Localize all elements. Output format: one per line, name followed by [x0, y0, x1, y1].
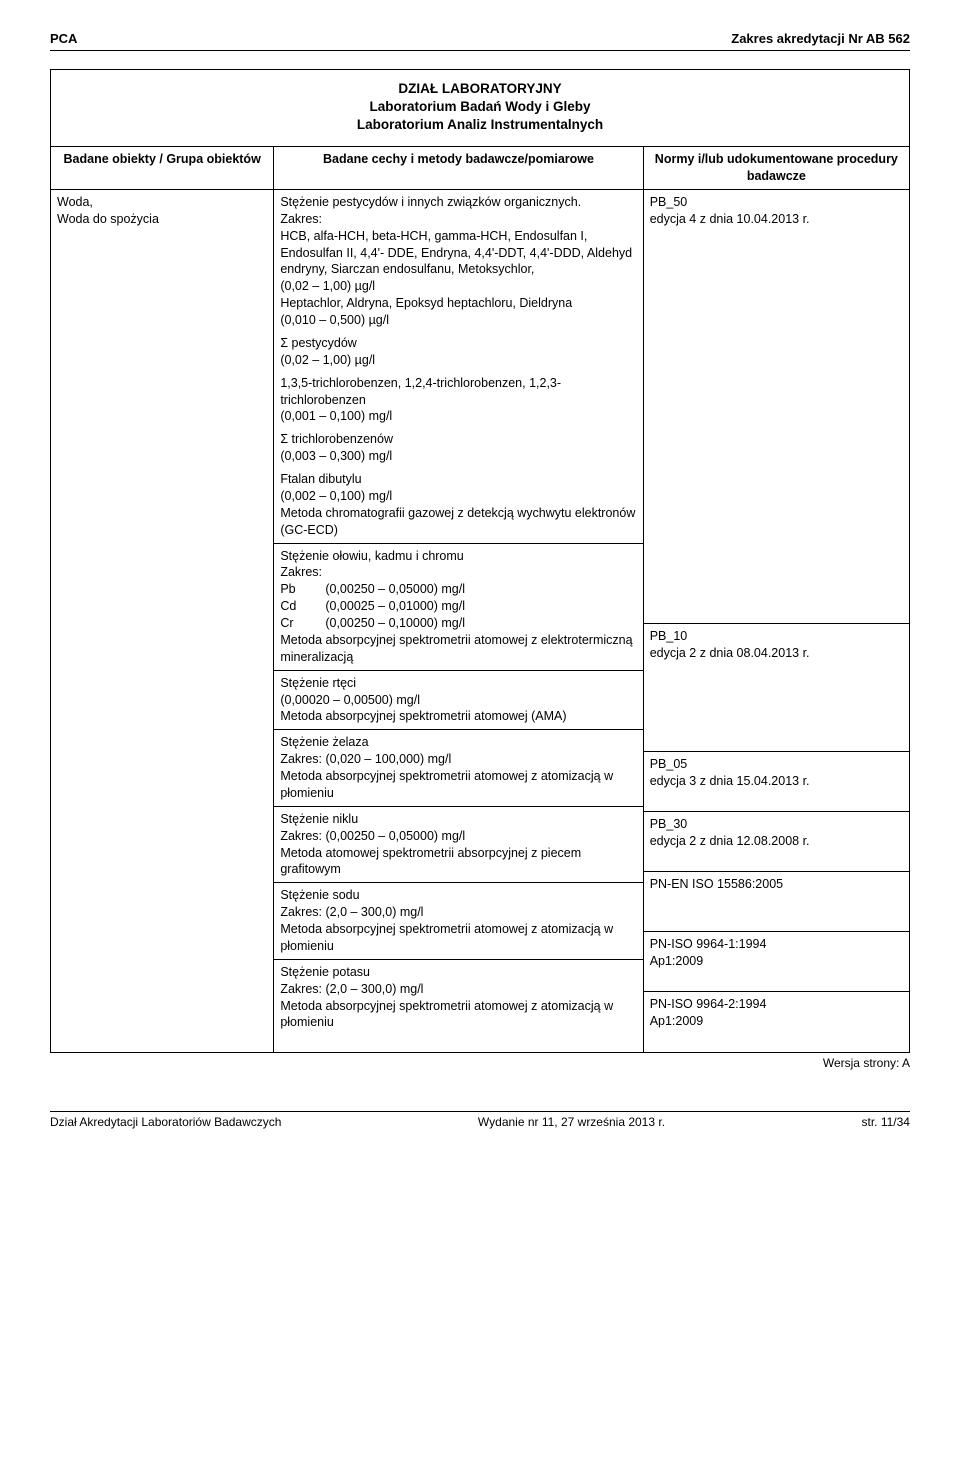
element-label: Cd — [280, 598, 325, 615]
page-footer: Dział Akredytacji Laboratoriów Badawczyc… — [50, 1111, 910, 1130]
method-text: Metoda absorpcyjnej spektrometrii atomow… — [280, 768, 636, 802]
method-text: Stężenie sodu — [280, 887, 636, 904]
norm-text: edycja 2 z dnia 08.04.2013 r. — [650, 645, 903, 662]
method-text: (0,010 – 0,500) µg/l — [280, 312, 636, 329]
norm-text: edycja 4 z dnia 10.04.2013 r. — [650, 211, 903, 228]
norm-text: edycja 3 z dnia 15.04.2013 r. — [650, 773, 903, 790]
method-text: Stężenie rtęci — [280, 675, 636, 692]
method-text: Heptachlor, Aldryna, Epoksyd heptachloru… — [280, 295, 636, 312]
method-text: Zakres: (2,0 – 300,0) mg/l — [280, 981, 636, 998]
method-text: Stężenie niklu — [280, 811, 636, 828]
norm-text: PN-ISO 9964-1:1994 — [650, 936, 903, 953]
method-text: Zakres: (0,00250 – 0,05000) mg/l — [280, 828, 636, 845]
method-text: (0,02 – 1,00) µg/l — [280, 278, 636, 295]
col-header-norms: Normy i/lub udokumentowane procedury bad… — [643, 147, 909, 190]
method-text: Metoda chromatografii gazowej z detekcją… — [280, 505, 636, 539]
cell-object: Woda, Woda do spożycia — [51, 189, 274, 1052]
header-left: PCA — [50, 30, 77, 48]
method-text: Stężenie ołowiu, kadmu i chromu — [280, 548, 636, 565]
norm-text: Ap1:2009 — [650, 953, 903, 970]
method-text: Metoda atomowej spektrometrii absorpcyjn… — [280, 845, 636, 879]
header-right: Zakres akredytacji Nr AB 562 — [731, 30, 910, 48]
title-line2: Laboratorium Badań Wody i Gleby — [57, 98, 903, 116]
version-note: Wersja strony: A — [50, 1055, 910, 1071]
method-text: (0,003 – 0,300) mg/l — [280, 448, 636, 465]
method-text: Metoda absorpcyjnej spektrometrii atomow… — [280, 921, 636, 955]
method-text: Σ pestycydów — [280, 335, 636, 352]
title-line3: Laboratorium Analiz Instrumentalnych — [57, 116, 903, 134]
norm-text: PB_05 — [650, 756, 903, 773]
method-text: Zakres: — [280, 564, 636, 581]
element-label: Pb — [280, 581, 325, 598]
title-line1: DZIAŁ LABORATORYJNY — [57, 80, 903, 98]
footer-right: str. 11/34 — [862, 1114, 910, 1130]
method-text: Stężenie żelaza — [280, 734, 636, 751]
method-text: (0,02 – 1,00) µg/l — [280, 352, 636, 369]
method-text: 1,3,5-trichlorobenzen, 1,2,4-trichlorobe… — [280, 375, 636, 409]
method-text: Σ trichlorobenzenów — [280, 431, 636, 448]
element-range: (0,00250 – 0,10000) mg/l — [325, 616, 465, 630]
norm-text: PB_10 — [650, 628, 903, 645]
footer-left: Dział Akredytacji Laboratoriów Badawczyc… — [50, 1114, 281, 1130]
method-text: Zakres: (2,0 – 300,0) mg/l — [280, 904, 636, 921]
norm-text: Ap1:2009 — [650, 1013, 903, 1030]
page-header: PCA Zakres akredytacji Nr AB 562 — [50, 30, 910, 51]
method-text: Stężenie potasu — [280, 964, 636, 981]
footer-center: Wydanie nr 11, 27 września 2013 r. — [478, 1114, 665, 1130]
method-text: (0,001 – 0,100) mg/l — [280, 408, 636, 425]
main-table: DZIAŁ LABORATORYJNY Laboratorium Badań W… — [50, 69, 910, 1053]
cell-norms: PB_50 edycja 4 z dnia 10.04.2013 r. PB_1… — [643, 189, 909, 1052]
method-text: (0,002 – 0,100) mg/l — [280, 488, 636, 505]
element-label: Cr — [280, 615, 325, 632]
method-text: Zakres: (0,020 – 100,000) mg/l — [280, 751, 636, 768]
method-text: Ftalan dibutylu — [280, 471, 636, 488]
method-text: Metoda absorpcyjnej spektrometrii atomow… — [280, 998, 636, 1032]
norm-text: PB_50 — [650, 194, 903, 211]
norm-text: PN-EN ISO 15586:2005 — [650, 876, 903, 893]
title-block: DZIAŁ LABORATORYJNY Laboratorium Badań W… — [57, 74, 903, 143]
col-header-methods: Badane cechy i metody badawcze/pomiarowe — [274, 147, 643, 190]
method-text: Zakres: — [280, 211, 636, 228]
element-range: (0,00250 – 0,05000) mg/l — [325, 582, 465, 596]
norm-text: PN-ISO 9964-2:1994 — [650, 996, 903, 1013]
table-row: Woda, Woda do spożycia Stężenie pestycyd… — [51, 189, 910, 1052]
norm-text: PB_30 — [650, 816, 903, 833]
method-text: Metoda absorpcyjnej spektrometrii atomow… — [280, 708, 636, 725]
norm-text: edycja 2 z dnia 12.08.2008 r. — [650, 833, 903, 850]
cell-methods: Stężenie pestycydów i innych związków or… — [274, 189, 643, 1052]
col-header-objects: Badane obiekty / Grupa obiektów — [51, 147, 274, 190]
method-text: (0,00020 – 0,00500) mg/l — [280, 692, 636, 709]
method-text: HCB, alfa-HCH, beta-HCH, gamma-HCH, Endo… — [280, 228, 636, 279]
element-range: (0,00025 – 0,01000) mg/l — [325, 599, 465, 613]
method-text: Stężenie pestycydów i innych związków or… — [280, 194, 636, 211]
method-text: Metoda absorpcyjnej spektrometrii atomow… — [280, 632, 636, 666]
